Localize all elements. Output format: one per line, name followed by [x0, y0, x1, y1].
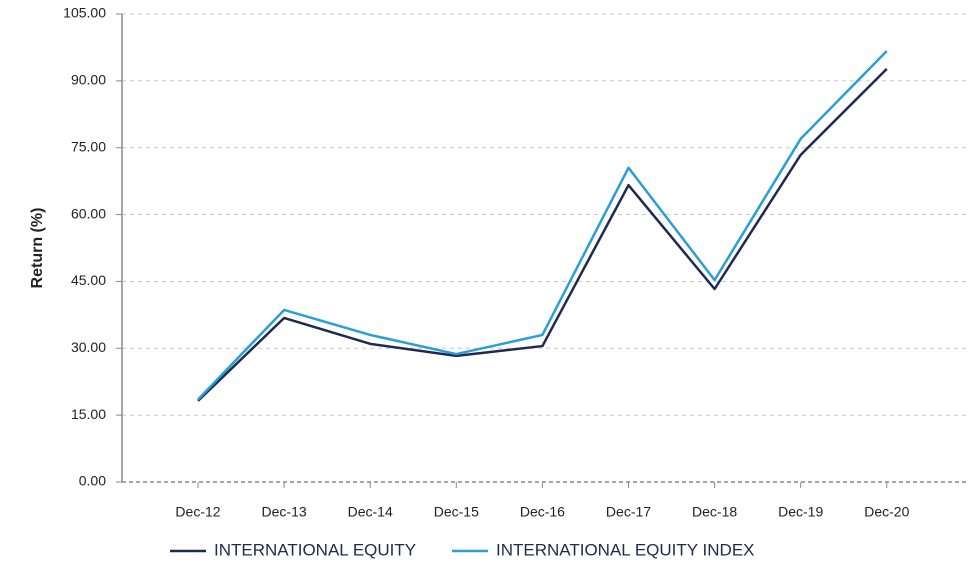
y-tick-label: 0.00: [79, 473, 106, 489]
x-tick-label: Dec-20: [864, 504, 909, 520]
y-tick-label: 75.00: [71, 138, 106, 154]
series-line: [197, 50, 888, 401]
y-tick-label: 15.00: [71, 406, 106, 422]
x-tick-label: Dec-12: [175, 504, 220, 520]
x-tick-label: Dec-16: [520, 504, 565, 520]
y-tick-label: 30.00: [71, 339, 106, 355]
x-tick-label: Dec-17: [606, 504, 651, 520]
legend-label: INTERNATIONAL EQUITY INDEX: [496, 540, 755, 559]
y-axis-label: Return (%): [29, 208, 46, 289]
y-tick-label: 90.00: [71, 72, 106, 88]
y-tick-label: 60.00: [71, 205, 106, 221]
x-tick-label: Dec-15: [434, 504, 479, 520]
x-tick-label: Dec-19: [778, 504, 823, 520]
legend-label: INTERNATIONAL EQUITY: [214, 540, 416, 559]
y-tick-label: 105.00: [63, 5, 106, 21]
series-line: [197, 67, 888, 402]
x-tick-label: Dec-18: [692, 504, 737, 520]
x-tick-label: Dec-13: [262, 504, 307, 520]
x-tick-label: Dec-14: [348, 504, 393, 520]
y-tick-label: 45.00: [71, 272, 106, 288]
